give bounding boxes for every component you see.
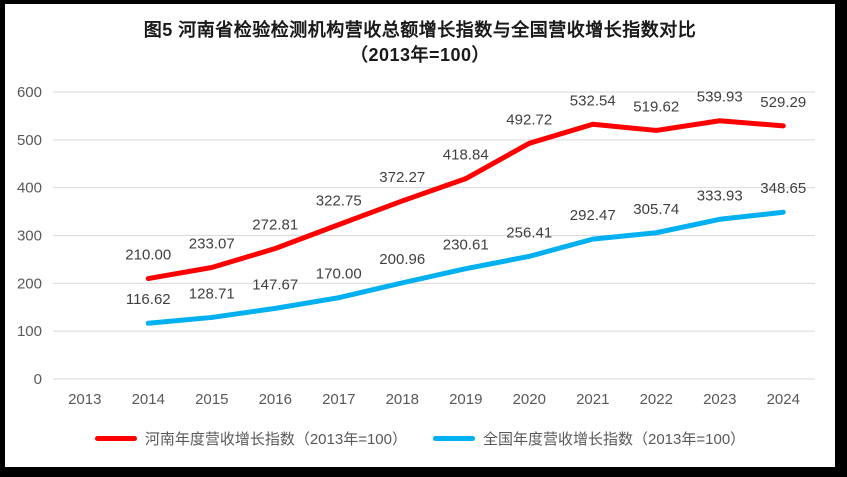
x-tick-label: 2019 [449,391,482,408]
henan-series-swatch [94,436,137,441]
x-tick-label: 2014 [132,391,165,408]
national-series-label: 全国年度营收增长指数（2013年=100） [483,431,746,448]
x-tick-label: 2021 [576,391,609,408]
chart-title-line2: （2013年=100） [349,45,491,65]
x-tick-label: 2016 [259,391,292,408]
data-label: 418.84 [443,147,489,164]
x-tick-label: 2015 [195,391,228,408]
data-label: 292.47 [570,207,616,224]
data-label: 128.71 [189,285,235,302]
chart-title-line1: 图5 河南省检验检测机构营收总额增长指数与全国营收增长指数对比 [143,20,697,40]
data-label: 147.67 [252,276,298,293]
chart-title: 图5 河南省检验检测机构营收总额增长指数与全国营收增长指数对比 （2013年=1… [5,18,835,68]
data-label: 230.61 [443,237,489,254]
data-label: 532.54 [570,92,616,109]
x-tick-label: 2013 [68,391,101,408]
henan-series-label: 河南年度营收增长指数（2013年=100） [144,431,407,448]
y-tick-label: 100 [17,323,42,340]
chart-canvas: 0 100 200 300 400 500 600 2013 2014 2015 2016 2017 2… [5,4,835,467]
y-tick-label: 0 [34,371,42,388]
data-label: 305.74 [633,201,679,218]
x-tick-label: 2017 [322,391,355,408]
data-label: 333.93 [697,187,743,204]
legend-item-national: 全国年度营收增长指数（2013年=100） [433,428,745,449]
x-tick-label: 2020 [513,391,546,408]
y-tick-label: 500 [17,132,42,149]
data-label: 210.00 [125,247,171,264]
data-label: 529.29 [760,94,806,111]
national-series-swatch [433,436,475,441]
line-chart: 0 100 200 300 400 500 600 2013 2014 2015 2016 2017 2… [17,84,815,408]
data-label: 322.75 [316,193,362,210]
national-series-line [145,209,786,326]
data-label: 233.07 [189,236,235,253]
x-tick-label: 2018 [386,391,419,408]
data-label: 492.72 [506,111,552,128]
y-tick-label: 300 [17,228,42,245]
data-label: 372.27 [379,169,425,186]
chart-legend: 河南年度营收增长指数（2013年=100） 全国年度营收增长指数（2013年=1… [5,428,835,449]
data-label: 200.96 [379,251,425,268]
data-label: 348.65 [760,180,806,197]
x-tick-label: 2024 [767,391,800,408]
henan-series-line [145,118,786,282]
data-label: 170.00 [316,266,362,283]
data-label: 272.81 [252,217,298,234]
y-tick-label: 400 [17,180,42,197]
y-tick-label: 200 [17,275,42,292]
data-label: 116.62 [126,291,171,308]
legend-item-henan: 河南年度营收增长指数（2013年=100） [94,428,407,449]
x-tick-label: 2023 [703,391,736,408]
data-label: 519.62 [633,98,679,115]
y-tick-label: 600 [17,84,42,101]
x-tick-label: 2022 [640,391,673,408]
data-label: 539.93 [697,89,743,106]
data-label: 256.41 [506,224,552,241]
